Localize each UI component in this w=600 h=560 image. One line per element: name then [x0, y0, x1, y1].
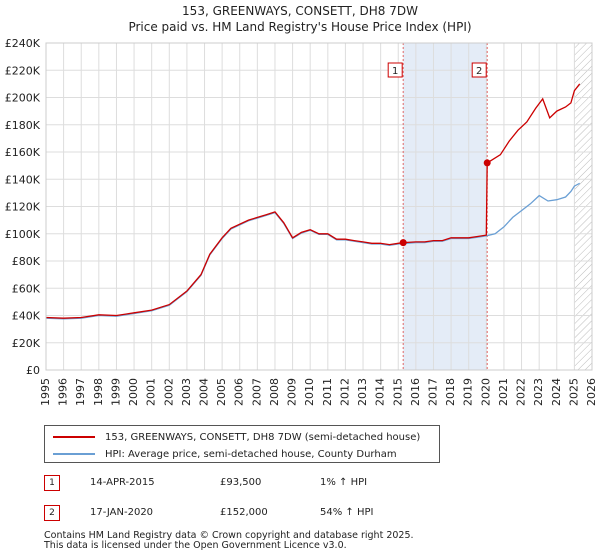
x-tick-label: 2006	[233, 378, 246, 406]
x-tick-label: 2020	[479, 378, 492, 406]
x-tick-label: 2024	[550, 378, 563, 406]
x-tick-label: 2010	[303, 378, 316, 406]
x-tick-label: 2017	[426, 378, 439, 406]
y-tick-label: £200K	[5, 92, 41, 105]
x-tick-label: 2008	[268, 378, 281, 406]
sale-badge-2: 2	[44, 505, 60, 521]
sale-box-label-1: 1	[392, 66, 398, 77]
sale-box-1	[387, 62, 403, 78]
y-tick-label: £180K	[5, 119, 41, 132]
footer-line-1: Contains HM Land Registry data © Crown c…	[44, 530, 414, 541]
x-tick-label: 1998	[92, 378, 105, 406]
x-tick-label: 2018	[444, 378, 457, 406]
legend: 153, GREENWAYS, CONSETT, DH8 7DW (semi-d…	[44, 425, 440, 463]
x-tick-label: 1999	[109, 378, 122, 406]
sale-date-1: 14-APR-2015	[90, 477, 155, 488]
sale-point-1	[399, 239, 407, 247]
x-tick-label: 1997	[74, 378, 87, 406]
price-chart: 153, GREENWAYS, CONSETT, DH8 7DW Price p…	[5, 4, 598, 406]
x-tick-label: 2009	[286, 378, 299, 406]
plot-frame	[45, 42, 593, 371]
x-tick-label: 2003	[180, 378, 193, 406]
sale-point-2	[483, 159, 491, 167]
x-tick-label: 1996	[57, 378, 70, 406]
y-tick-label: £140K	[5, 173, 41, 186]
chart-title: 153, GREENWAYS, CONSETT, DH8 7DW	[182, 4, 418, 18]
y-tick-label: £240K	[5, 37, 41, 50]
x-tick-label: 2016	[409, 378, 422, 406]
legend-swatch-property	[53, 436, 95, 438]
x-tick-label: 2005	[215, 378, 228, 406]
y-tick-label: £220K	[5, 64, 41, 77]
sale-price-1: £93,500	[220, 477, 262, 488]
x-tick-label: 2000	[127, 378, 140, 406]
legend-label-property: 153, GREENWAYS, CONSETT, DH8 7DW (semi-d…	[105, 431, 421, 443]
sale-row-1: 1 14-APR-2015 £93,500 1% ↑ HPI	[44, 475, 584, 495]
y-tick-label: £40K	[12, 310, 41, 323]
x-tick-label: 2011	[321, 378, 334, 406]
sale-date-2: 17-JAN-2020	[90, 507, 154, 518]
y-tick-label: £120K	[5, 201, 41, 214]
y-tick-label: £100K	[5, 228, 41, 241]
sale-box-2	[471, 62, 487, 78]
chart-subtitle: Price paid vs. HM Land Registry's House …	[128, 20, 471, 34]
series-line-property	[45, 83, 581, 319]
legend-label-hpi: HPI: Average price, semi-detached house,…	[105, 448, 397, 460]
sale-badge-1: 1	[44, 475, 60, 491]
x-tick-label: 2019	[462, 378, 475, 406]
x-tick-label: 2007	[250, 378, 263, 406]
y-tick-label: £160K	[5, 146, 41, 159]
footer-line-2: This data is licensed under the Open Gov…	[44, 540, 347, 551]
x-tick-label: 2025	[567, 378, 580, 406]
sale-hpi-2: 54% ↑ HPI	[320, 507, 374, 518]
x-tick-label: 2012	[338, 378, 351, 406]
x-tick-label: 2004	[198, 378, 211, 406]
legend-item-hpi: HPI: Average price, semi-detached house,…	[53, 446, 397, 462]
x-tick-label: 2013	[356, 378, 369, 406]
x-tick-label: 2022	[515, 378, 528, 406]
sale-box-label-2: 2	[476, 66, 482, 77]
x-tick-label: 2001	[145, 378, 158, 406]
x-tick-label: 1995	[39, 378, 52, 406]
x-tick-label: 2015	[391, 378, 404, 406]
sale-row-2: 2 17-JAN-2020 £152,000 54% ↑ HPI	[44, 505, 584, 525]
y-tick-label: £80K	[12, 255, 41, 268]
x-tick-label: 2002	[162, 378, 175, 406]
x-tick-label: 2023	[532, 378, 545, 406]
sale-hpi-1: 1% ↑ HPI	[320, 477, 368, 488]
legend-swatch-hpi	[53, 453, 95, 455]
footer: Contains HM Land Registry data © Crown c…	[44, 531, 414, 551]
legend-item-property: 153, GREENWAYS, CONSETT, DH8 7DW (semi-d…	[53, 429, 420, 445]
x-tick-label: 2014	[374, 378, 387, 406]
y-tick-label: £20K	[12, 337, 41, 350]
x-tick-label: 2021	[497, 378, 510, 406]
y-tick-label: £60K	[12, 282, 41, 295]
y-tick-label: £0	[26, 364, 40, 377]
sale-price-2: £152,000	[220, 507, 268, 518]
x-tick-label: 2026	[585, 378, 598, 406]
